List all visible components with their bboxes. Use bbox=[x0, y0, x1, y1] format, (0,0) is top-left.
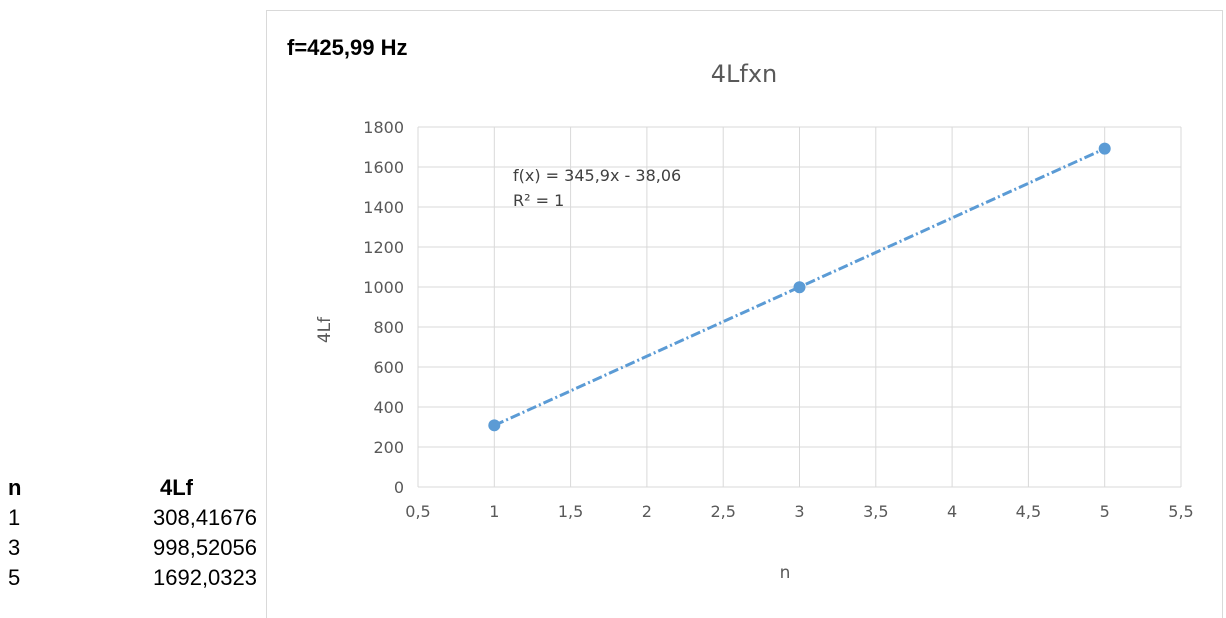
x-tick-label: 1,5 bbox=[558, 502, 583, 521]
y-tick-label: 1400 bbox=[363, 198, 404, 217]
y-tick-label: 1600 bbox=[363, 158, 404, 177]
data-point bbox=[793, 281, 806, 294]
table-cell-n: 1 bbox=[8, 505, 21, 530]
table-cell-value: 1692,0323 bbox=[153, 565, 257, 590]
table-cell-n: 3 bbox=[8, 535, 21, 560]
x-tick-label: 4 bbox=[947, 502, 957, 521]
table-cell-value: 308,41676 bbox=[153, 505, 257, 530]
x-tick-label: 3 bbox=[794, 502, 804, 521]
table-cell-value: 998,52056 bbox=[153, 535, 257, 560]
table-header-4lf: 4Lf bbox=[160, 475, 193, 500]
x-tick-label: 5,5 bbox=[1168, 502, 1193, 521]
y-tick-label: 400 bbox=[373, 398, 404, 417]
y-tick-label: 200 bbox=[373, 438, 404, 457]
y-axis-label: 4Lf bbox=[315, 316, 335, 343]
ticks: 0,5 1 1,5 2 2,5 3 3,5 4 4,5 5 5,5 0 200 400 600 800 1000… bbox=[363, 118, 1193, 521]
x-tick-label: 5 bbox=[1100, 502, 1110, 521]
x-tick-label: 1 bbox=[489, 502, 499, 521]
y-tick-label: 1800 bbox=[363, 118, 404, 137]
trendline-equation: f(x) = 345,9x - 38,06 bbox=[513, 166, 681, 185]
x-tick-label: 2 bbox=[642, 502, 652, 521]
x-tick-label: 3,5 bbox=[863, 502, 888, 521]
table-cell-n: 5 bbox=[8, 565, 21, 590]
y-tick-label: 800 bbox=[373, 318, 404, 337]
y-tick-label: 600 bbox=[373, 358, 404, 377]
y-tick-label: 1200 bbox=[363, 238, 404, 257]
y-tick-label: 0 bbox=[394, 478, 404, 497]
x-tick-label: 2,5 bbox=[710, 502, 735, 521]
x-tick-label: 4,5 bbox=[1016, 502, 1041, 521]
y-tick-label: 1000 bbox=[363, 278, 404, 297]
chart-title: 4Lfxn bbox=[711, 60, 778, 88]
trendline bbox=[493, 147, 1106, 427]
r-squared-label: R² = 1 bbox=[513, 191, 564, 210]
x-axis-label: n bbox=[780, 563, 791, 583]
frequency-label: f=425,99 Hz bbox=[287, 35, 408, 60]
chart-area: f=425,99 Hz bbox=[266, 10, 1223, 618]
data-point bbox=[488, 419, 501, 432]
data-points bbox=[488, 142, 1111, 432]
table-header-n: n bbox=[8, 475, 22, 500]
x-tick-label: 0,5 bbox=[405, 502, 430, 521]
data-point bbox=[1098, 142, 1111, 155]
